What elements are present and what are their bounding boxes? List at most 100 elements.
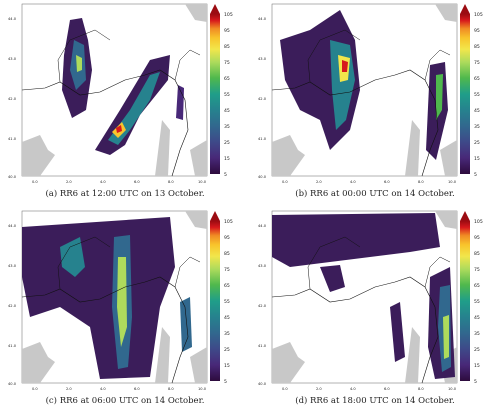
map-c: 44.0 43.0 42.0 41.0 40.0 0.0 2.0 4.0 6.0… [8, 210, 233, 391]
svg-text:10.0: 10.0 [448, 387, 457, 391]
map-d: 44.0 43.0 42.0 41.0 40.0 0.0 2.0 4.0 6.0… [258, 210, 483, 391]
svg-text:42.0: 42.0 [8, 304, 17, 308]
svg-text:45: 45 [474, 108, 480, 114]
svg-text:85: 85 [224, 44, 230, 50]
svg-text:95: 95 [224, 28, 230, 34]
svg-text:35: 35 [474, 124, 480, 130]
panel-a: 44.0 43.0 42.0 41.0 40.0 0.0 2.0 4.0 6.0… [0, 0, 250, 207]
svg-text:42.0: 42.0 [258, 304, 267, 308]
svg-text:40.0: 40.0 [258, 382, 267, 386]
svg-text:43.0: 43.0 [8, 57, 17, 61]
svg-text:2.0: 2.0 [66, 387, 72, 391]
svg-text:65: 65 [224, 76, 230, 82]
svg-text:15: 15 [474, 363, 480, 369]
svg-text:45: 45 [474, 315, 480, 321]
svg-text:6.0: 6.0 [384, 387, 390, 391]
svg-text:65: 65 [474, 283, 480, 289]
svg-text:8.0: 8.0 [168, 387, 174, 391]
svg-text:6.0: 6.0 [134, 180, 140, 184]
y-axis-ticks-a: 44.0 43.0 42.0 41.0 40.0 [8, 17, 17, 179]
colorbar-a: 105 95 85 75 65 55 45 35 25 15 5 [210, 4, 233, 178]
svg-text:15: 15 [224, 156, 230, 162]
svg-text:4.0: 4.0 [350, 387, 356, 391]
svg-text:0.0: 0.0 [282, 387, 288, 391]
svg-text:5: 5 [224, 379, 227, 385]
svg-text:44.0: 44.0 [258, 17, 267, 21]
svg-text:2.0: 2.0 [66, 180, 72, 184]
caption-a: (a) RR6 at 12:00 UTC on 13 October. [45, 189, 205, 199]
svg-text:45: 45 [224, 108, 230, 114]
svg-text:75: 75 [224, 267, 230, 273]
svg-text:65: 65 [224, 283, 230, 289]
map-a: 44.0 43.0 42.0 41.0 40.0 0.0 2.0 4.0 6.0… [8, 3, 233, 184]
svg-text:42.0: 42.0 [8, 97, 17, 101]
colorbar-b: 105 95 85 75 65 55 45 35 25 15 5 [460, 4, 483, 178]
svg-text:43.0: 43.0 [8, 264, 17, 268]
svg-text:5: 5 [474, 172, 477, 178]
svg-text:55: 55 [224, 299, 230, 305]
svg-text:75: 75 [224, 60, 230, 66]
svg-text:55: 55 [474, 92, 480, 98]
svg-text:85: 85 [224, 251, 230, 257]
svg-text:35: 35 [474, 331, 480, 337]
svg-text:2.0: 2.0 [316, 387, 322, 391]
svg-text:25: 25 [224, 140, 230, 146]
svg-text:55: 55 [474, 299, 480, 305]
svg-text:45: 45 [224, 315, 230, 321]
svg-text:95: 95 [474, 235, 480, 241]
svg-text:105: 105 [474, 12, 483, 18]
panel-d: 44.0 43.0 42.0 41.0 40.0 0.0 2.0 4.0 6.0… [250, 207, 500, 414]
y-axis-ticks-c: 44.0 43.0 42.0 41.0 40.0 [8, 224, 17, 386]
svg-text:15: 15 [474, 156, 480, 162]
svg-text:41.0: 41.0 [8, 137, 17, 141]
svg-text:6.0: 6.0 [384, 180, 390, 184]
panel-b: 44.0 43.0 42.0 41.0 40.0 0.0 2.0 4.0 6.0… [250, 0, 500, 207]
svg-text:65: 65 [474, 76, 480, 82]
colorbar-d: 105 95 85 75 65 55 45 35 25 15 5 [460, 211, 483, 385]
svg-text:41.0: 41.0 [258, 344, 267, 348]
svg-text:43.0: 43.0 [258, 264, 267, 268]
svg-text:105: 105 [224, 12, 233, 18]
x-axis-ticks-a: 0.0 2.0 4.0 6.0 8.0 10.0 [32, 180, 207, 184]
svg-text:85: 85 [474, 251, 480, 257]
svg-text:41.0: 41.0 [8, 344, 17, 348]
svg-text:44.0: 44.0 [8, 17, 17, 21]
x-axis-ticks-c: 0.0 2.0 4.0 6.0 8.0 10.0 [32, 387, 207, 391]
svg-text:5: 5 [224, 172, 227, 178]
svg-text:10.0: 10.0 [198, 180, 207, 184]
caption-b: (b) RR6 at 00:00 UTC on 14 October. [295, 189, 455, 199]
svg-text:4.0: 4.0 [100, 387, 106, 391]
svg-text:0.0: 0.0 [282, 180, 288, 184]
svg-text:44.0: 44.0 [8, 224, 17, 228]
svg-text:2.0: 2.0 [316, 180, 322, 184]
caption-c: (c) RR6 at 06:00 UTC on 14 October. [45, 396, 205, 406]
svg-text:43.0: 43.0 [258, 57, 267, 61]
y-axis-ticks-d: 44.0 43.0 42.0 41.0 40.0 [258, 224, 267, 386]
svg-text:75: 75 [474, 60, 480, 66]
panel-c: 44.0 43.0 42.0 41.0 40.0 0.0 2.0 4.0 6.0… [0, 207, 250, 414]
svg-text:4.0: 4.0 [350, 180, 356, 184]
svg-text:5: 5 [474, 379, 477, 385]
colorbar-c: 105 95 85 75 65 55 45 35 25 15 5 [210, 211, 233, 385]
svg-text:4.0: 4.0 [100, 180, 106, 184]
svg-text:55: 55 [224, 92, 230, 98]
svg-text:6.0: 6.0 [134, 387, 140, 391]
svg-text:10.0: 10.0 [198, 387, 207, 391]
x-axis-ticks-d: 0.0 2.0 4.0 6.0 8.0 10.0 [282, 387, 457, 391]
svg-text:95: 95 [224, 235, 230, 241]
svg-text:42.0: 42.0 [258, 97, 267, 101]
svg-text:0.0: 0.0 [32, 387, 38, 391]
svg-text:10.0: 10.0 [448, 180, 457, 184]
svg-text:0.0: 0.0 [32, 180, 38, 184]
svg-text:8.0: 8.0 [418, 387, 424, 391]
svg-text:95: 95 [474, 28, 480, 34]
svg-text:40.0: 40.0 [8, 175, 17, 179]
svg-text:8.0: 8.0 [418, 180, 424, 184]
x-axis-ticks-b: 0.0 2.0 4.0 6.0 8.0 10.0 [282, 180, 457, 184]
svg-text:105: 105 [474, 219, 483, 225]
svg-text:25: 25 [224, 347, 230, 353]
map-b: 44.0 43.0 42.0 41.0 40.0 0.0 2.0 4.0 6.0… [258, 3, 483, 184]
svg-text:35: 35 [224, 331, 230, 337]
svg-text:15: 15 [224, 363, 230, 369]
svg-text:40.0: 40.0 [258, 175, 267, 179]
